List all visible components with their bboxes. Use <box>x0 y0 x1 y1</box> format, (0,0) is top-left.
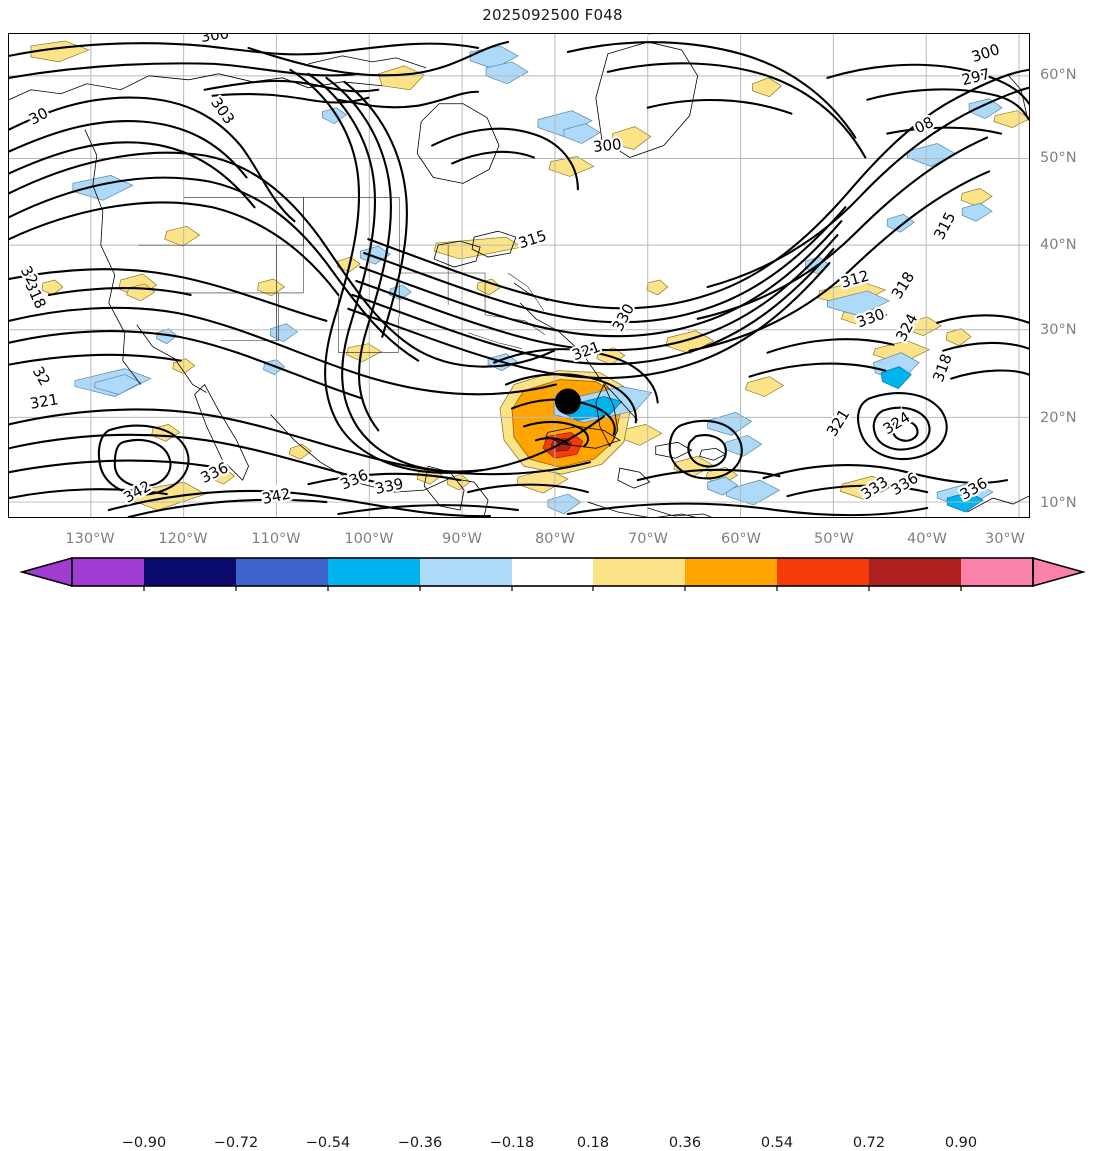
contour-label: 321 <box>570 338 603 365</box>
colorbar-segment <box>593 558 685 586</box>
colorbar-tick-label: −0.36 <box>397 1135 443 1151</box>
colorbar-tick-label: −0.90 <box>121 1135 167 1151</box>
x-axis-tick-label: 30°W <box>984 531 1026 547</box>
colorbar-tick-label: 0.36 <box>668 1135 702 1151</box>
colorbar-tick-label: 0.72 <box>852 1135 886 1151</box>
colorbar-segment <box>512 558 593 586</box>
colorbar-segment <box>961 558 1033 586</box>
contour-label: 315 <box>516 226 549 252</box>
x-axis-tick-label: 50°W <box>813 531 855 547</box>
contour-label: 321 <box>28 390 59 413</box>
contour-label: 30 <box>26 104 51 129</box>
y-axis-tick-label: 40°N <box>1040 237 1077 253</box>
contour-label: 303 <box>207 94 238 128</box>
y-axis-tick-label: 30°N <box>1040 322 1077 338</box>
contour-label: 300 <box>592 135 622 156</box>
page-title: 2025092500 F048 <box>482 6 623 24</box>
map-canvas: 3003030330030030029708315315318323123183… <box>9 34 1029 517</box>
x-axis-tick-label: 90°W <box>441 531 483 547</box>
colorbar-outline <box>71 557 1034 587</box>
figure-root: 2025092500 F048 <box>0 6 1105 1151</box>
contour-label: 342 <box>261 484 293 508</box>
colorbar-segment <box>72 558 144 586</box>
map-panel: 3003030330030030029708315315318323123183… <box>8 33 1030 518</box>
x-axis-tick-label: 100°W <box>344 531 394 547</box>
contour-label: 300 <box>200 34 231 46</box>
y-axis-tick-label: 50°N <box>1040 150 1077 166</box>
colorbar-segment <box>777 558 869 586</box>
y-axis-tick-label: 60°N <box>1040 67 1077 83</box>
colorbar-tick-label: 0.90 <box>944 1135 978 1151</box>
contour-label: 315 <box>930 209 959 243</box>
contour-layer <box>9 40 1029 517</box>
colorbar-tick-label: −0.72 <box>213 1135 259 1151</box>
contour-label: 336 <box>338 466 371 494</box>
colorbar-segments <box>19 556 1086 588</box>
colorbar-segment <box>328 558 420 586</box>
colorbar-tick-label: 0.18 <box>576 1135 610 1151</box>
y-axis-tick-label: 20°N <box>1040 410 1077 426</box>
contour-label: 324 <box>880 408 914 438</box>
x-axis-tick-label: 120°W <box>158 531 208 547</box>
colorbar-segment <box>420 558 512 586</box>
contour-label: 336 <box>888 469 922 499</box>
colorbar-extend-right <box>1032 556 1086 588</box>
colorbar: −0.90 −0.72 −0.54 −0.36 −0.18 0.18 0.36 0.54 0.7… <box>0 552 1105 1151</box>
colorbar-tick-label: −0.54 <box>305 1135 351 1151</box>
anomaly-shading-layer <box>30 40 1029 515</box>
colorbar-tick-label: −0.18 <box>489 1135 535 1151</box>
contour-label: 318 <box>888 268 918 302</box>
contour-label: 300 <box>644 34 674 38</box>
contour-label: 321 <box>823 406 853 440</box>
colorbar-segment <box>144 558 236 586</box>
contour-label: 297 <box>960 65 992 89</box>
storm-center-marker <box>554 388 581 415</box>
colorbar-segment <box>869 558 961 586</box>
x-axis-tick-label: 70°W <box>627 531 669 547</box>
colorbar-ticks <box>143 586 962 591</box>
colorbar-segment <box>236 558 328 586</box>
contour-label: 330 <box>609 301 638 335</box>
x-axis-tick-label: 40°W <box>906 531 948 547</box>
x-axis-tick-label: 80°W <box>534 531 576 547</box>
x-axis-tick-label: 130°W <box>65 531 115 547</box>
colorbar-canvas <box>19 556 1086 591</box>
contour-label: 300 <box>969 40 1002 66</box>
contour-label: 32 <box>29 363 54 388</box>
x-axis-tick-label: 60°W <box>720 531 762 547</box>
colorbar-extend-left <box>19 556 73 588</box>
colorbar-segment <box>685 558 777 586</box>
y-axis-tick-label: 10°N <box>1040 495 1077 511</box>
contour-label: 339 <box>373 474 405 498</box>
x-axis-tick-label: 110°W <box>251 531 301 547</box>
colorbar-tick-label: 0.54 <box>760 1135 794 1151</box>
